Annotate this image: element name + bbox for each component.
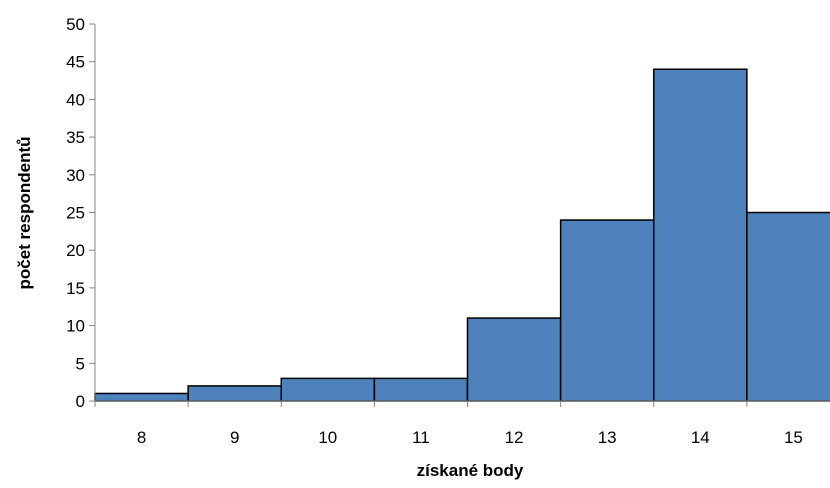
bar-9 <box>187 385 282 402</box>
bar-14 <box>653 68 748 402</box>
y-tick-label: 30 <box>66 166 85 185</box>
x-tick-label: 13 <box>598 428 617 447</box>
x-tick-label: 9 <box>230 428 239 447</box>
y-axis: 0 5 10 15 20 25 30 35 40 45 50 <box>66 15 96 411</box>
bar-12 <box>466 317 562 402</box>
y-tick-label: 20 <box>66 241 85 260</box>
x-tick-label: 10 <box>318 428 337 447</box>
bar-8 <box>94 392 189 402</box>
x-axis: 8 9 10 11 12 13 14 15 <box>94 400 830 447</box>
bar-10 <box>280 377 376 402</box>
y-tick-label: 40 <box>66 90 85 109</box>
x-tick-label: 8 <box>137 428 146 447</box>
x-tick-label: 11 <box>412 428 430 447</box>
bars-group <box>94 68 830 402</box>
bar-15 <box>746 211 830 402</box>
y-tick-label: 50 <box>66 15 85 34</box>
y-tick-label: 35 <box>66 128 85 147</box>
x-tick-label: 15 <box>784 428 803 447</box>
y-axis-title: počet respondentů <box>15 136 34 289</box>
y-tick-label: 15 <box>66 279 85 298</box>
bar-13 <box>559 219 655 402</box>
y-tick-label: 10 <box>66 317 85 336</box>
bar-11 <box>373 377 469 402</box>
x-axis-title: získané body <box>417 461 524 480</box>
x-tick-label: 14 <box>691 428 710 447</box>
y-tick-label: 25 <box>66 204 85 223</box>
y-tick-label: 0 <box>76 392 85 411</box>
y-tick-label: 5 <box>76 354 85 373</box>
x-tick-label: 12 <box>505 428 524 447</box>
y-tick-label: 45 <box>66 53 85 72</box>
